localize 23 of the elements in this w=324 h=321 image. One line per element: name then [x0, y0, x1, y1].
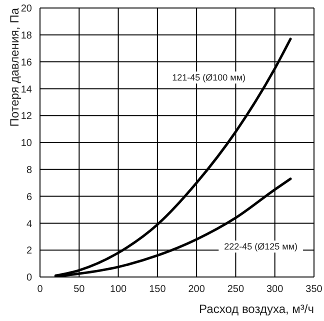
- y-tick-label: 2: [26, 246, 32, 257]
- y-tick-label: 14: [20, 84, 32, 96]
- y-tick-label: 16: [20, 57, 32, 68]
- x-tick-label: 100: [110, 284, 128, 296]
- text: 121-45 (Ø100 мм): [172, 72, 246, 83]
- y-tick-label: 6: [26, 192, 32, 203]
- x-tick-label: 150: [149, 284, 166, 296]
- x-tick-label: 250: [227, 284, 244, 296]
- x-tick-label: 0: [37, 284, 44, 296]
- y-axis-title: Потеря давления, Па: [8, 8, 22, 127]
- x-tick-label: 200: [188, 284, 206, 296]
- y-tick-label: 8: [26, 164, 32, 176]
- y-tick-label: 0: [26, 272, 32, 284]
- y-tick-label: 10: [20, 138, 32, 150]
- x-tick-label: 300: [266, 284, 284, 296]
- y-tick-label: 12: [20, 111, 32, 122]
- x-axis-title: Расход воздуха, м³/ч: [199, 302, 314, 316]
- series-label: 222-45 (Ø125 мм): [224, 242, 298, 252]
- y-tick-label: 20: [20, 4, 32, 15]
- y-tick-label: 18: [20, 30, 32, 42]
- x-tick-label: 350: [306, 284, 323, 296]
- x-tick-label: 50: [74, 284, 86, 296]
- y-tick-label: 4: [26, 218, 32, 230]
